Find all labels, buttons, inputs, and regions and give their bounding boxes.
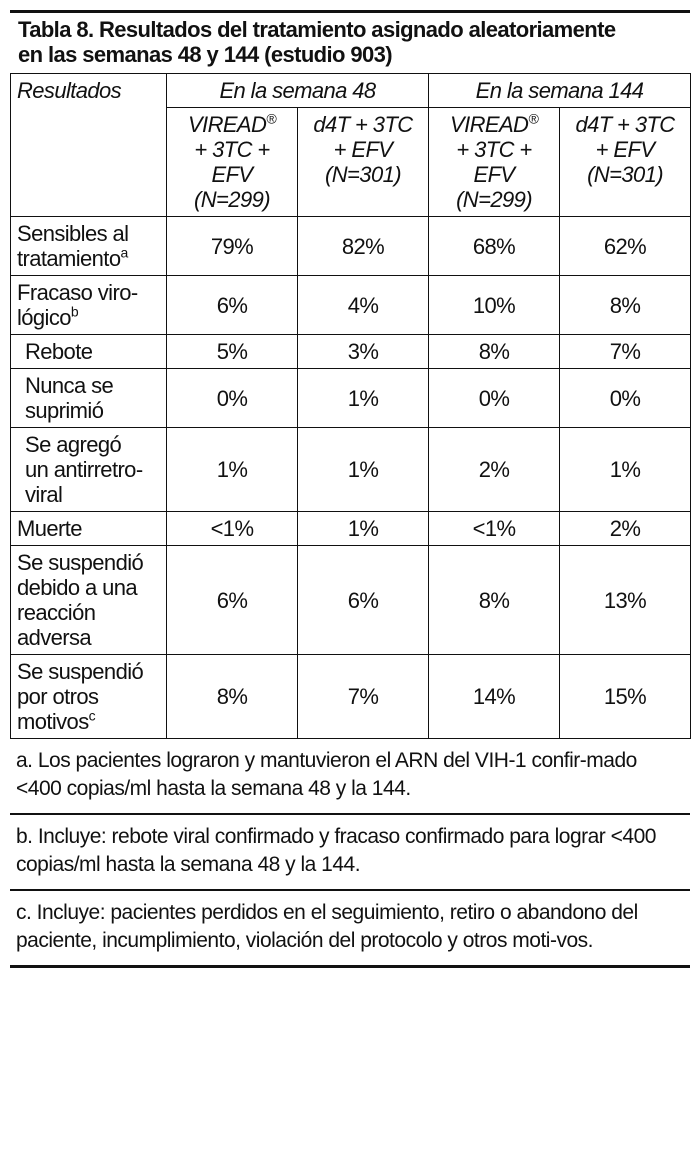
row-label: Se suspendió por otros motivosc [10, 654, 167, 739]
viread-label: VIREAD [187, 112, 267, 137]
n-301: (N=301) [325, 162, 402, 187]
header-d4t-48: d4T + 3TC + EFV (N=301) [296, 107, 430, 217]
cell-value: 62% [559, 216, 692, 276]
header-viread-48: VIREAD® + 3TC + EFV (N=299) [166, 107, 298, 217]
row-label: Se suspendió debido a una reacción adversa [10, 545, 167, 655]
footnote-a: a. Los pacientes lograron y mantuvieron … [10, 739, 690, 815]
cell-value: 10% [428, 275, 561, 335]
cell-value: 1% [296, 368, 430, 428]
table-row: Rebote 5% 3% 8% 7% [10, 334, 692, 369]
header-row-1: Resultados En la semana 48 En la semana … [10, 73, 692, 217]
d4t-line-1: d4T + 3TC [575, 112, 675, 137]
cell-value: 8% [166, 654, 298, 739]
cell-value: 79% [166, 216, 298, 276]
cell-value: 3% [296, 334, 430, 369]
cell-value: 0% [559, 368, 692, 428]
viread-line-3: EFV [473, 162, 516, 187]
viread-line-2: + 3TC + [456, 137, 532, 162]
cell-value: 5% [166, 334, 298, 369]
d4t-line-2: + EFV [333, 137, 393, 162]
cell-value: 0% [166, 368, 298, 428]
cell-value: 15% [559, 654, 692, 739]
cell-value: 7% [296, 654, 430, 739]
cell-value: 1% [296, 427, 430, 512]
table-title: Tabla 8. Resultados del tratamiento asig… [10, 10, 690, 73]
d4t-line-1: d4T + 3TC [313, 112, 413, 137]
cell-value: 13% [559, 545, 692, 655]
row-label: Se agregó un antirretro-viral [10, 427, 167, 512]
row-label: Sensibles al tratamientoa [10, 216, 167, 276]
row-label: Muerte [10, 511, 167, 546]
n-301: (N=301) [587, 162, 664, 187]
header-week-48: En la semana 48 [165, 73, 430, 108]
cell-value: 82% [296, 216, 430, 276]
cell-value: 14% [428, 654, 561, 739]
registered-mark: ® [266, 110, 277, 127]
cell-value: <1% [428, 511, 561, 546]
cell-value: 6% [166, 545, 298, 655]
header-d4t-144: d4T + 3TC + EFV (N=301) [559, 107, 692, 217]
viread-line-3: EFV [211, 162, 254, 187]
table-row: Se suspendió debido a una reacción adversa … [10, 545, 692, 655]
table-row: Nunca se suprimió 0% 1% 0% 0% [10, 368, 692, 428]
footnote-c: c. Incluye: pacientes perdidos en el seg… [10, 891, 690, 968]
cell-value: 0% [428, 368, 561, 428]
registered-mark: ® [528, 110, 539, 127]
footnote-b: b. Incluye: rebote viral confirmado y fr… [10, 815, 690, 891]
d4t-line-2: + EFV [595, 137, 655, 162]
cell-value: 1% [166, 427, 298, 512]
n-299: (N=299) [194, 187, 271, 212]
row-label: Nunca se suprimió [10, 368, 167, 428]
table-row: Se suspendió por otros motivosc 8% 7% 14% … [10, 654, 692, 739]
cell-value: 6% [166, 275, 298, 335]
table-row: Sensibles al tratamientoa 79% 82% 68% 62% [10, 216, 692, 276]
cell-value: 4% [296, 275, 430, 335]
row-label: Fracaso viro-lógicob [10, 275, 167, 335]
cell-value: 1% [559, 427, 692, 512]
table-row: Fracaso viro-lógicob 6% 4% 10% 8% [10, 275, 692, 335]
header-resultados: Resultados [10, 73, 167, 217]
title-line-2: en las semanas 48 y 144 (estudio 903) [18, 42, 393, 67]
cell-value: 2% [428, 427, 561, 512]
cell-value: 6% [296, 545, 430, 655]
title-line-1: Tabla 8. Resultados del tratamiento asig… [18, 17, 616, 42]
viread-line-2: + 3TC + [194, 137, 270, 162]
cell-value: 8% [428, 545, 561, 655]
table-row: Se agregó un antirretro-viral 1% 1% 2% 1% [10, 427, 692, 512]
n-299: (N=299) [456, 187, 533, 212]
cell-value: 1% [296, 511, 430, 546]
cell-value: <1% [166, 511, 298, 546]
viread-label: VIREAD [450, 112, 529, 137]
cell-value: 2% [559, 511, 692, 546]
cell-value: 7% [559, 334, 692, 369]
results-table: Resultados En la semana 48 En la semana … [10, 73, 692, 739]
header-week-144: En la semana 144 [428, 73, 692, 108]
footnotes: a. Los pacientes lograron y mantuvieron … [10, 739, 690, 968]
row-label: Rebote [10, 334, 167, 369]
cell-value: 68% [428, 216, 561, 276]
table-row: Muerte <1% 1% <1% 2% [10, 511, 692, 546]
cell-value: 8% [559, 275, 692, 335]
header-viread-144: VIREAD® + 3TC + EFV (N=299) [428, 107, 561, 217]
cell-value: 8% [428, 334, 561, 369]
header-row-2: VIREAD® + 3TC + EFV (N=299) d4T + 3TC + … [11, 107, 692, 217]
